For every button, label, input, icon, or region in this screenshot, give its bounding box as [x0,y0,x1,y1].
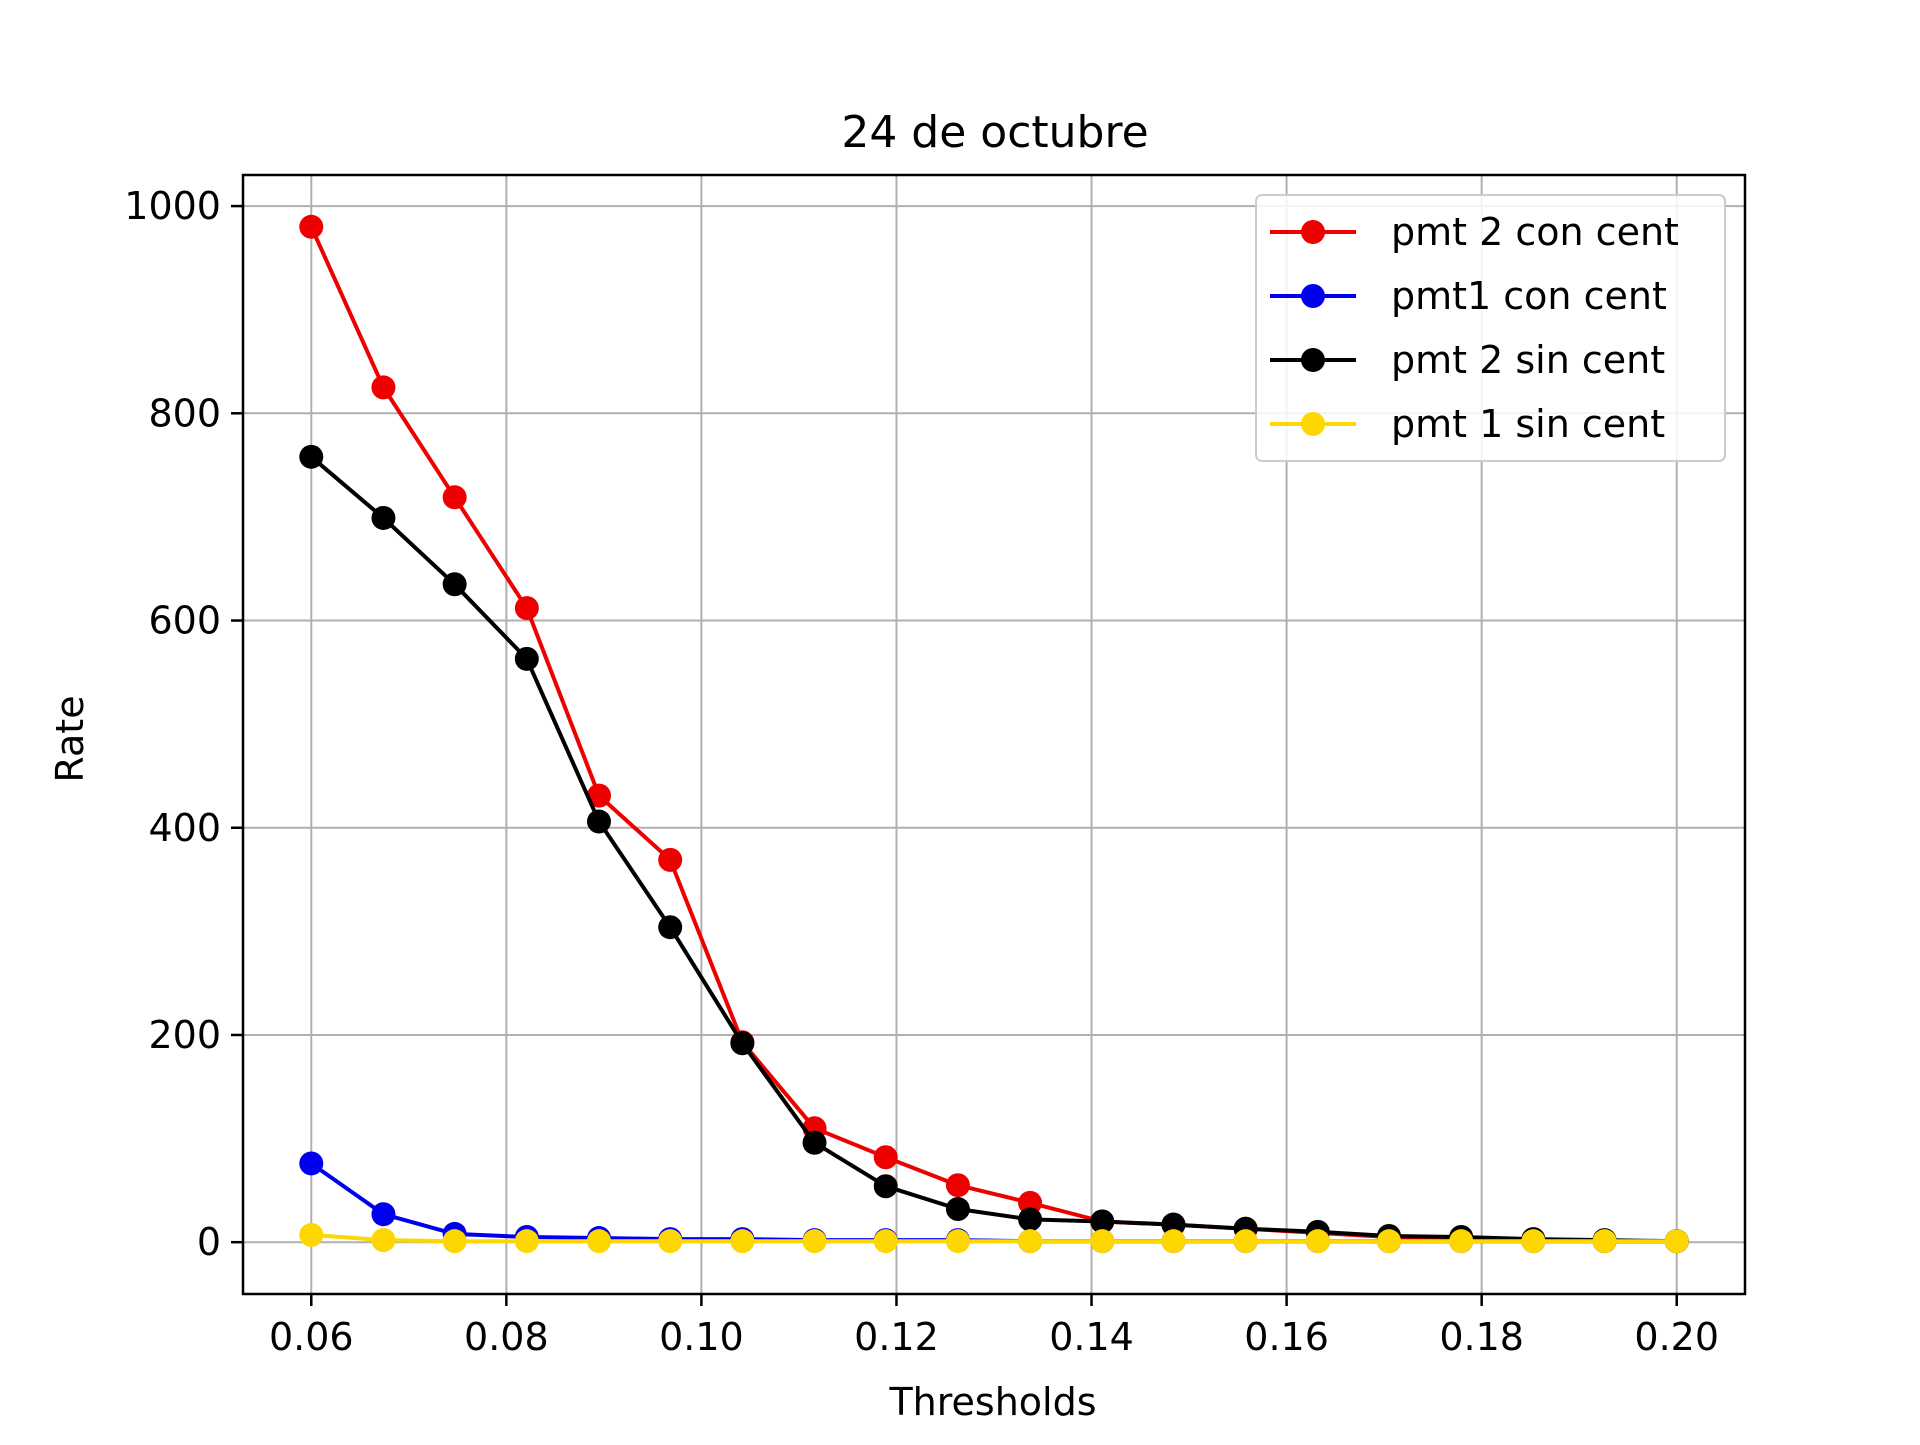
data-point [945,1197,970,1222]
data-point [371,1228,396,1253]
data-point [586,1229,611,1254]
x-tick-label: 0.16 [1244,1315,1329,1359]
x-axis-label: Thresholds [888,1380,1096,1424]
legend-marker [1301,220,1325,244]
y-tick-label: 400 [148,806,221,850]
series-line [311,1232,1677,1244]
y-axis-ticks: 0 200 400 600 800 1000 [124,184,243,1264]
data-point [1233,1229,1258,1254]
legend-label: pmt 1 sin cent [1391,402,1665,446]
data-point [1018,1229,1043,1254]
y-tick-label: 800 [148,391,221,435]
legend-box [1255,194,1726,462]
plot-area-frame [241,173,1747,1296]
data-point [1018,1190,1043,1215]
data-point [1018,1207,1043,1232]
data-point [1161,1229,1186,1254]
data-point [299,1151,324,1176]
x-tick-label: 0.20 [1634,1315,1719,1359]
y-tick-label: 200 [148,1013,221,1057]
y-tick-label: 1000 [124,184,221,228]
data-point [873,1174,898,1199]
data-point [873,1145,898,1170]
y-tick-label: 600 [148,599,221,643]
data-point [658,915,683,940]
data-point [1090,1209,1115,1234]
data-point [1592,1229,1617,1254]
series-line [310,455,1677,1244]
data-point [299,444,324,469]
series-group [299,1222,1689,1254]
x-axis-ticks: 0.06 0.08 0.10 0.12 0.14 0.16 0.18 0.20 [269,1294,1719,1359]
data-point [299,1222,324,1247]
data-point [1664,1229,1689,1254]
data-point [442,485,467,510]
legend-marker [1301,348,1325,372]
legend-label: pmt 2 con cent [1391,210,1679,254]
chart-title: 24 de octubre [841,107,1148,158]
data-point [945,1173,970,1198]
data-point [1521,1229,1546,1254]
data-point [658,847,683,872]
x-tick-label: 0.18 [1439,1315,1524,1359]
data-point [802,1130,827,1155]
data-point [1090,1229,1115,1254]
data-point [442,572,467,597]
legend-marker [1301,412,1325,436]
data-point [514,596,539,621]
data-point [1377,1229,1402,1254]
plot-series [299,214,1689,1254]
y-axis-label: Rate [48,695,92,782]
data-point [730,1031,755,1056]
data-point [1161,1212,1186,1237]
data-point [802,1229,827,1254]
data-point [299,214,324,239]
data-point [371,1202,396,1227]
x-tick-label: 0.12 [854,1315,939,1359]
data-point [586,809,611,834]
data-point [873,1229,898,1254]
data-point [442,1229,467,1254]
data-point [1449,1229,1474,1254]
legend-label: pmt 2 sin cent [1391,338,1665,382]
data-point [371,375,396,400]
x-tick-label: 0.14 [1049,1315,1134,1359]
data-point [730,1229,755,1254]
data-point [514,1229,539,1254]
x-tick-label: 0.06 [269,1315,354,1359]
y-tick-label: 0 [197,1220,221,1264]
data-point [371,505,396,530]
data-point [1305,1229,1330,1254]
legend-label: pmt1 con cent [1391,274,1667,318]
data-point [586,783,611,808]
data-point [945,1229,970,1254]
data-point [514,646,539,671]
x-tick-label: 0.10 [659,1315,744,1359]
x-tick-label: 0.08 [464,1315,549,1359]
legend-marker [1301,284,1325,308]
legend: pmt 2 con cent pmt1 con cent pmt 2 sin cen… [1255,194,1726,462]
data-point [658,1229,683,1254]
